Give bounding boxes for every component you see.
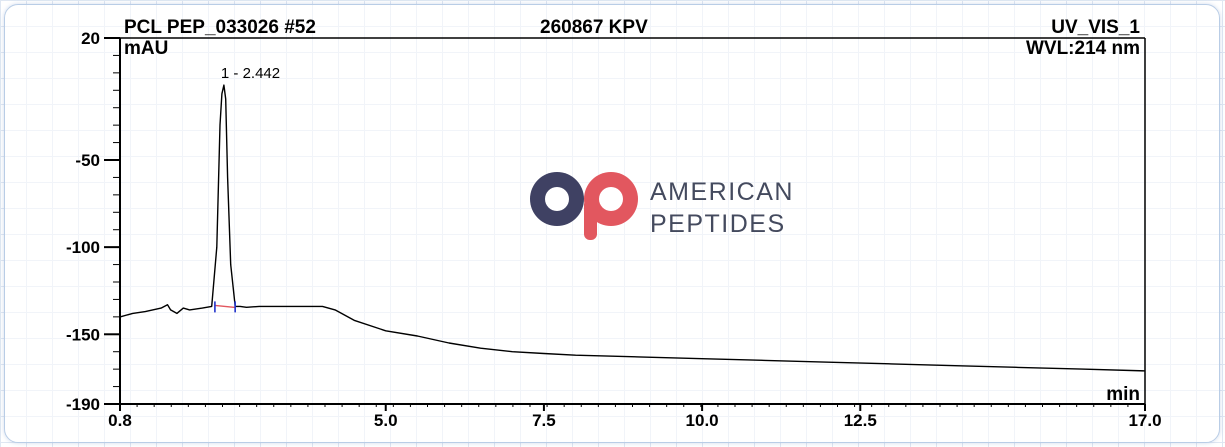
logo-a-hole (545, 187, 569, 211)
peak-label: 1 - 2.442 (221, 65, 280, 82)
logo-text-peptides: PEPTIDES (650, 210, 786, 238)
header-sample-name: 260867 KPV (540, 17, 648, 38)
header-channel: UV_VIS_1 (1051, 17, 1140, 38)
x-tick-label: 10.0 (686, 411, 719, 430)
x-tick-label: 12.5 (844, 411, 877, 430)
plot-area (119, 84, 1146, 372)
logo-text-american: AMERICAN (650, 178, 794, 206)
minor-ticks (113, 37, 1146, 407)
x-tick-label: 5.0 (374, 411, 398, 430)
header-sample-id: PCL PEP_033026 #52 (124, 17, 316, 38)
x-tick-label: 7.5 (532, 411, 556, 430)
header-wavelength: WVL:214 nm (1026, 38, 1140, 59)
y-tick-label: -190 (66, 395, 100, 414)
x-tick-label: 17.0 (1128, 411, 1161, 430)
peak-baseline (214, 304, 236, 309)
y-ticks: 20 -50 -100 -150 -190 (66, 29, 120, 414)
axes (119, 37, 1146, 405)
chromatogram-trace (119, 84, 1146, 372)
x-ticks: 0.8 5.0 7.5 10.0 12.5 17.0 (108, 404, 1162, 430)
x-axis-unit-label: min (1106, 384, 1140, 405)
y-tick-label: -50 (75, 151, 100, 170)
company-logo: AMERICAN PEPTIDES (530, 172, 794, 240)
logo-p-stem (584, 199, 597, 240)
y-tick-label: -150 (66, 325, 100, 344)
y-tick-label: -100 (66, 238, 100, 257)
y-axis-unit-label: mAU (124, 38, 168, 59)
y-tick-label: 20 (81, 29, 100, 48)
logo-p-hole (599, 187, 623, 211)
x-tick-label: 0.8 (108, 411, 132, 430)
